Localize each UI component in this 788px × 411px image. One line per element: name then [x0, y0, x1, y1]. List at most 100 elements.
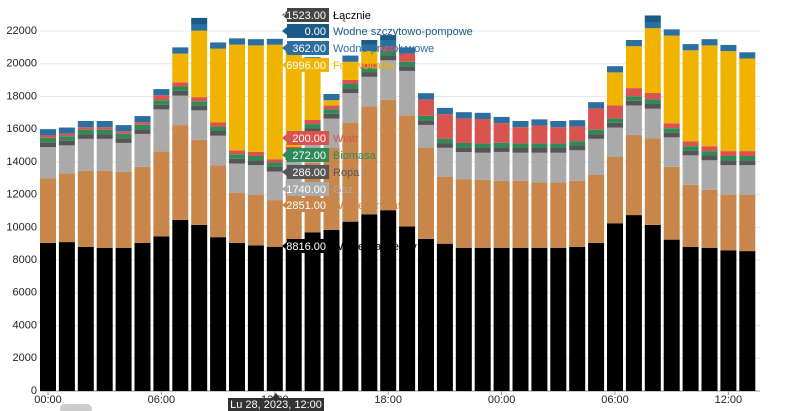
bar-segment: [58, 133, 75, 137]
bar-segment: [361, 51, 378, 64]
bar-segment: [361, 214, 378, 391]
bar-segment: [247, 45, 264, 152]
bar-segment: [418, 120, 434, 125]
bar-segment: [323, 105, 340, 110]
bar-segment: [380, 35, 397, 40]
tooltip-value-box: [287, 165, 329, 179]
bar-segment: [304, 162, 321, 233]
tooltip-pointer: [282, 201, 287, 209]
bar-segment: [40, 242, 56, 391]
bar-segment: [550, 127, 567, 144]
bar-segment: [172, 220, 189, 391]
tooltip-value-box: [287, 8, 329, 22]
bar-segment: [96, 121, 113, 128]
bar-segment: [96, 170, 113, 248]
bar-segment: [399, 115, 416, 227]
bar-segment: [399, 53, 416, 62]
bar-segment: [266, 159, 283, 163]
bar-segment: [191, 101, 208, 106]
bar-segment: [229, 44, 245, 151]
bar-segment: [266, 38, 283, 45]
bar-segment: [474, 247, 491, 391]
bar-segment: [58, 173, 75, 243]
bar-segment: [380, 51, 397, 56]
bar-segment: [682, 141, 699, 147]
bar-segment: [644, 22, 661, 29]
bar-segment: [361, 63, 378, 68]
bar-segment: [77, 170, 94, 247]
bar-segment: [739, 156, 756, 161]
tooltip-value-box: [287, 24, 329, 38]
bar-segment: [58, 145, 75, 174]
bar-segment: [436, 176, 453, 244]
bar-segment: [210, 126, 227, 131]
bar-segment: [210, 165, 227, 238]
bar-segment: [588, 138, 605, 175]
bar-segment: [323, 109, 340, 114]
bar-segment: [399, 70, 416, 116]
bar-segment: [455, 118, 472, 143]
x-tick-label: 18:00: [374, 394, 402, 406]
bar-segment: [720, 194, 737, 251]
bar-segment: [625, 40, 642, 47]
bar-segment: [474, 143, 491, 148]
tooltip-name: Łącznie: [333, 10, 371, 22]
bar-segment: [418, 238, 434, 391]
bar-segment: [512, 148, 529, 153]
bar-segment: [247, 39, 264, 46]
bar-segment: [663, 29, 680, 36]
bar-segment: [663, 132, 680, 138]
bar-segment: [96, 129, 113, 135]
bar-segment: [247, 151, 264, 157]
bar-segment: [607, 72, 623, 106]
bar-segment: [342, 84, 359, 89]
bar-segment: [380, 46, 397, 52]
tooltip-pointer: [282, 134, 287, 142]
y-tick-label: 0: [31, 385, 37, 397]
tooltip-name: Węgiel brunatny: [333, 200, 413, 212]
bar-segment: [455, 147, 472, 153]
tooltip-value: 2851.00: [286, 200, 326, 212]
tooltip-item: 6996.00 Fotowoltaika: [282, 58, 396, 72]
tooltip-value-box: [287, 131, 329, 145]
bar-segment: [58, 127, 75, 134]
x-tick-label: 06:00: [148, 394, 176, 406]
bar-segment: [247, 194, 264, 246]
bar-segment: [720, 44, 737, 52]
bar-segment: [96, 134, 113, 139]
x-tick-label: 06:00: [601, 394, 629, 406]
bar-segment: [531, 148, 548, 153]
bar-segment: [153, 100, 170, 105]
tooltip-value: 6996.00: [286, 60, 326, 72]
bar-segment: [739, 251, 756, 391]
bar-segment: [739, 52, 756, 59]
bar-segment: [550, 143, 567, 148]
bar-segment: [682, 150, 699, 156]
bar-segment: [247, 165, 264, 195]
bar-segment: [644, 103, 661, 109]
bar-segment: [644, 93, 661, 100]
tooltip-pointer: [282, 61, 287, 69]
tooltip-name: Wodne przepływowe: [333, 43, 434, 55]
bar-segment: [77, 247, 94, 391]
bar-segment: [229, 193, 245, 243]
bar-segment: [40, 135, 56, 138]
bar-segment: [474, 148, 491, 153]
y-tick-label: 4000: [13, 319, 37, 331]
bar-segment: [418, 124, 434, 148]
bar-segment: [96, 127, 113, 130]
bar-segment: [436, 243, 453, 391]
bar-segment: [58, 136, 75, 141]
bar-segment: [172, 86, 189, 91]
bar-segment: [720, 156, 737, 161]
bar-segment: [550, 148, 567, 153]
bar-segment: [361, 44, 378, 52]
bar-segment: [607, 157, 623, 224]
bar-segment: [531, 119, 548, 126]
tooltip-name: Gaz: [333, 184, 353, 196]
bar-segment: [115, 133, 132, 139]
bar-segment: [40, 142, 56, 148]
bar-segment: [588, 175, 605, 243]
bar-segment: [644, 15, 661, 22]
